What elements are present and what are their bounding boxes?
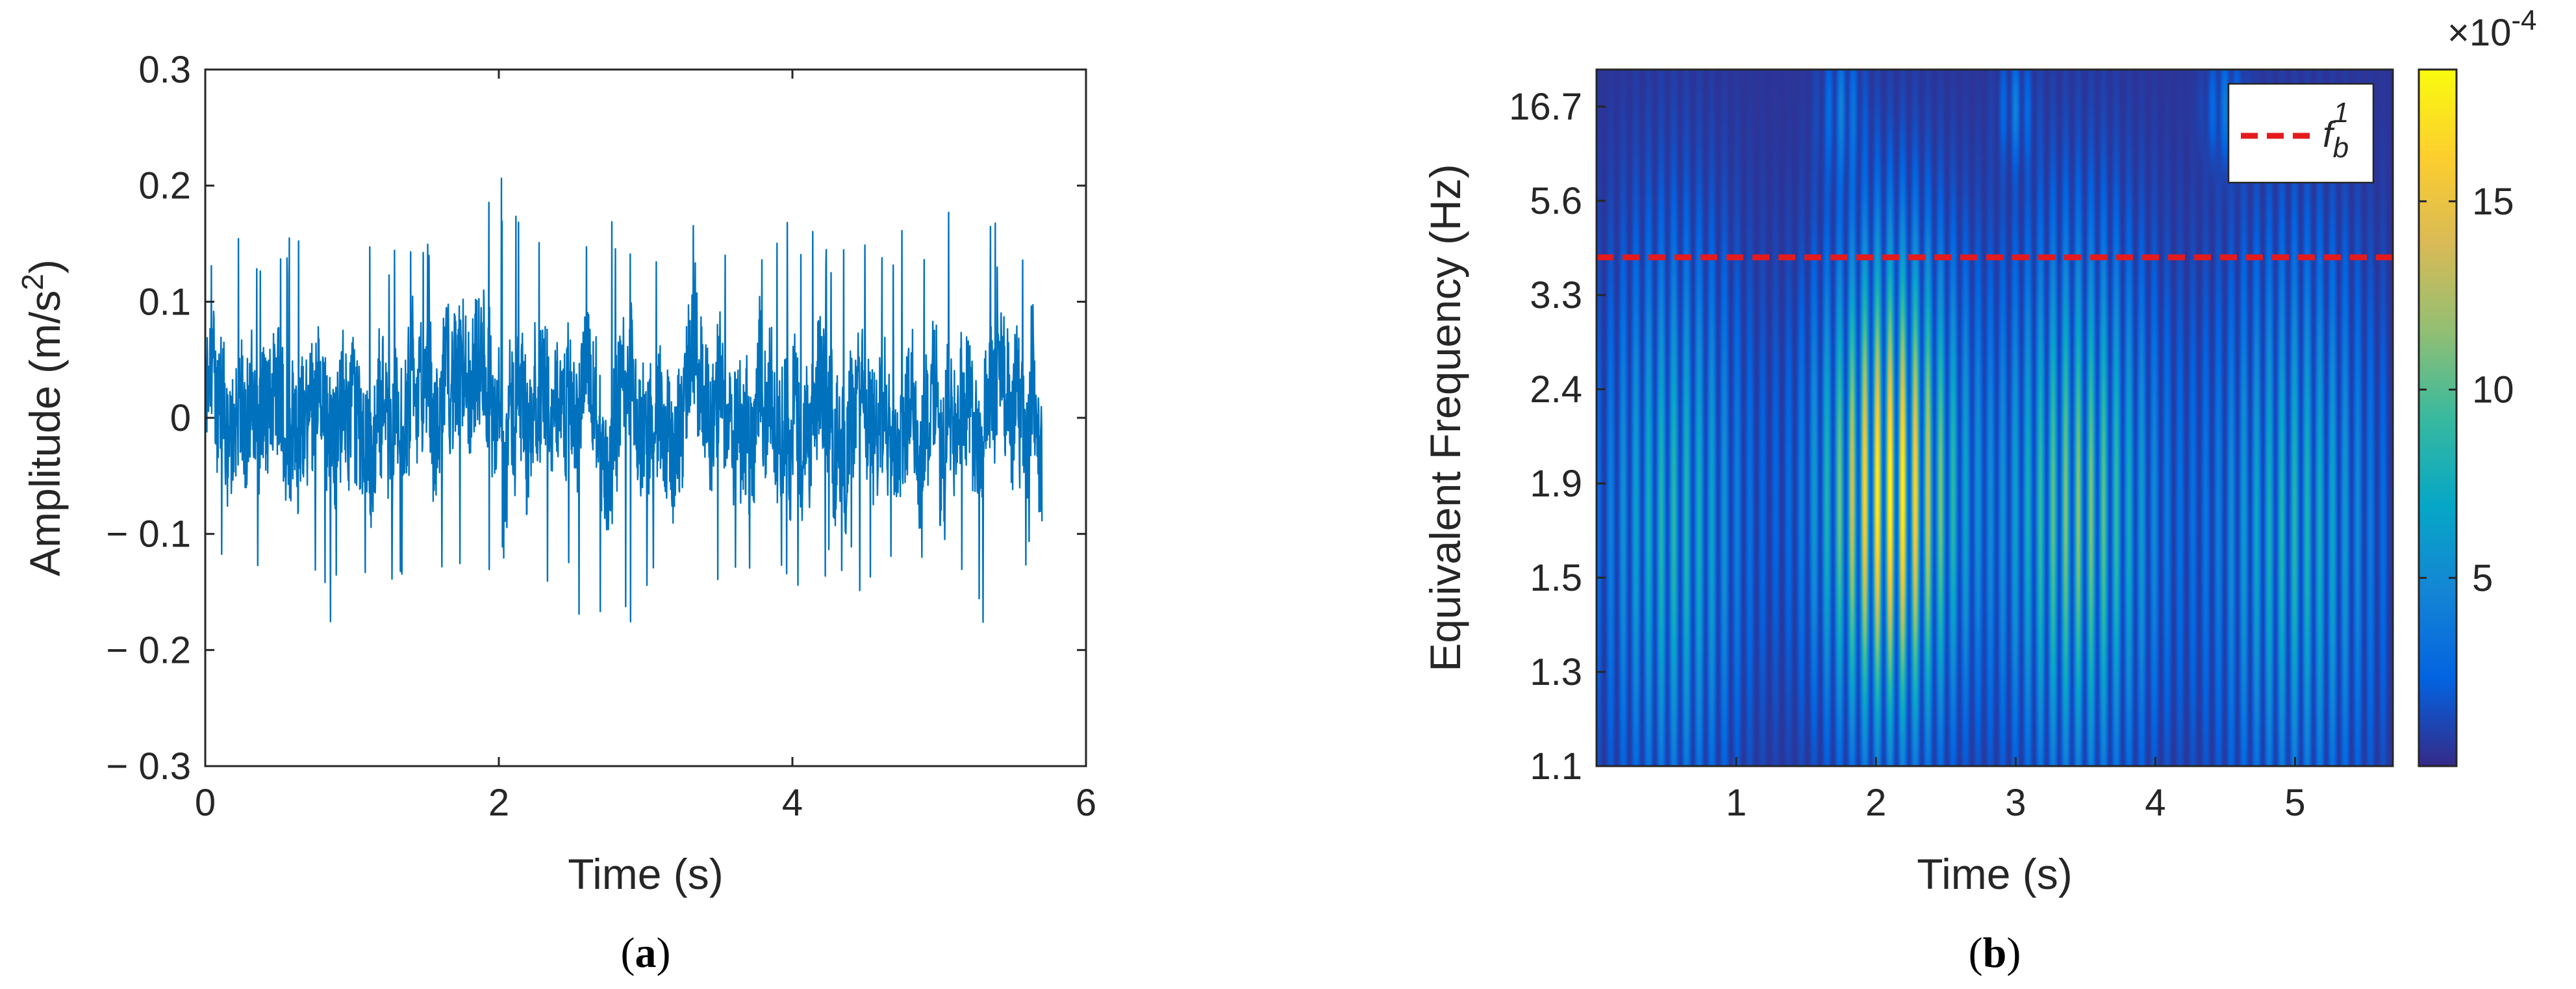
panel-b-y-axis-label: Equivalent Frequency (Hz) <box>1421 164 1469 671</box>
panel-a-label-letter: a <box>635 929 657 977</box>
panel-a-x-axis-label: Time (s) <box>568 850 724 898</box>
panel-b-y-tick-label: 1.9 <box>1530 463 1582 505</box>
panel-b-y-tick-label: 1.5 <box>1530 557 1582 599</box>
panel-b-x-ticks: 1 2 3 4 5 <box>1726 757 2306 824</box>
panel-a-y-tick-label: − 0.1 <box>106 513 191 556</box>
panel-a-y-tick-label: 0.3 <box>138 49 191 91</box>
panel-b-x-tick-label: 5 <box>2284 782 2305 824</box>
panel-b-y-tick-label: 16.7 <box>1509 86 1582 128</box>
panel-b-y-tick-label: 3.3 <box>1530 274 1582 316</box>
panel-b-x-tick-label: 4 <box>2145 782 2166 824</box>
colorbar-tick-label: 5 <box>2472 557 2493 599</box>
panel-b-x-tick-label: 1 <box>1726 782 1747 824</box>
panel-a-x-tick-label: 0 <box>195 782 216 824</box>
colorbar-exponent-power: -4 <box>2511 5 2536 36</box>
panel-a-y-tick-label: − 0.3 <box>106 745 191 788</box>
panel-b-y-tick-label: 2.4 <box>1530 368 1582 411</box>
panel-a-y-ticks: 0.3 0.2 0.1 0 − 0.1 − 0.2 − 0.3 <box>106 49 1086 788</box>
panel-a-y-axis-label-close: ) <box>21 259 69 274</box>
panel-b-y-ticks: 16.7 5.6 3.3 2.4 1.9 1.5 1.3 1.1 <box>1509 86 1606 788</box>
panel-a-y-tick-label: − 0.2 <box>106 629 191 671</box>
panel-a-y-axis-label-main: Amplitude (m/s <box>21 290 69 576</box>
panel-a-series-line <box>204 177 1043 623</box>
panel-b-x-tick-label: 3 <box>2005 782 2026 824</box>
panel-b-x-axis-label: Time (s) <box>1917 850 2073 898</box>
panel-a-x-tick-label: 4 <box>782 782 803 824</box>
panel-b-label-letter: b <box>1983 929 2007 977</box>
panel-a-y-axis-label: Amplitude (m/s2) <box>16 259 69 576</box>
panel-b-heatmap <box>1597 70 2393 766</box>
colorbar-exponent: ×10-4 <box>2447 5 2537 54</box>
colorbar-exponent-base: ×10 <box>2447 12 2511 54</box>
panel-b: 1 2 3 4 5 16.7 5.6 3.3 2.4 1.9 1.5 1.3 1.1 fb1 Time… <box>1421 5 2537 977</box>
panel-b-legend: fb1 <box>2227 83 2375 184</box>
panel-b-y-tick-label: 1.1 <box>1530 745 1582 788</box>
colorbar-box <box>2418 68 2458 767</box>
panel-b-y-tick-label: 1.3 <box>1530 651 1582 693</box>
colorbar-ticks: 5 10 15 <box>2419 181 2514 599</box>
panel-b-x-tick-label: 2 <box>1865 782 1886 824</box>
colorbar: 5 10 15 ×10-4 <box>2418 5 2537 767</box>
panel-b-label: (b) <box>1969 929 2021 977</box>
panel-b-y-tick-label: 5.6 <box>1530 180 1582 222</box>
panel-a-label: (a) <box>621 929 671 977</box>
panel-a-x-tick-label: 6 <box>1076 782 1096 824</box>
panel-a-y-tick-label: 0.1 <box>138 281 191 323</box>
panel-b-axes-box <box>1595 68 2394 767</box>
panel-a-y-tick-label: 0 <box>170 397 191 439</box>
panel-a-x-tick-label: 2 <box>488 782 509 824</box>
legend-entry-subscript: b <box>2333 132 2349 164</box>
panel-a-y-axis-label-superscript: 2 <box>16 274 49 290</box>
legend-entry-superscript: 1 <box>2333 97 2349 129</box>
colorbar-tick-label: 10 <box>2472 369 2514 411</box>
panel-a-y-tick-label: 0.2 <box>138 165 191 207</box>
colorbar-tick-label: 15 <box>2472 181 2514 223</box>
panel-a-x-ticks: 0 2 4 6 <box>195 70 1096 824</box>
colorbar-gradient <box>2419 70 2456 766</box>
legend-entry-label: fb1 <box>2323 97 2349 164</box>
